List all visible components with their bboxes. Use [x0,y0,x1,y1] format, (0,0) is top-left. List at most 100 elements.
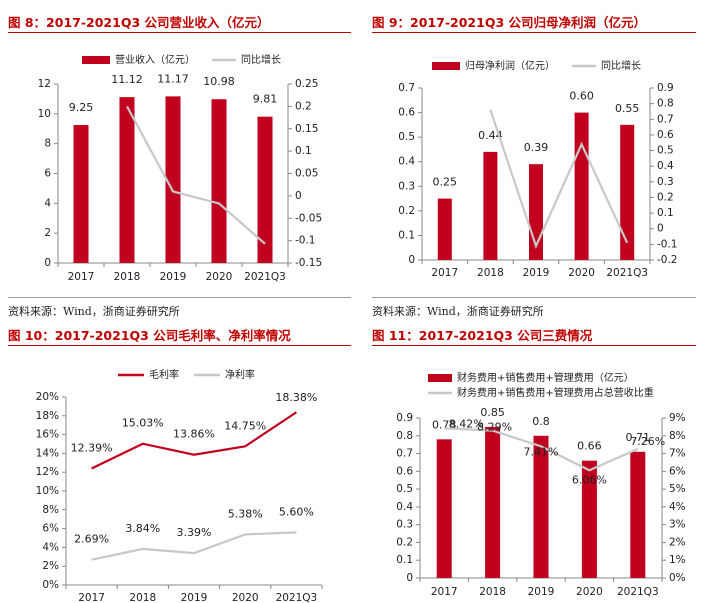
fig8-left-tick-label: 0 [44,257,51,269]
fig8-bar [257,116,273,263]
fig9-left-tick-label: 0.1 [398,229,415,241]
fig8-bar-value-label: 9.25 [69,101,94,114]
fig10-y-tick-label: 2% [42,560,59,572]
fig11-category-label: 2017 [431,586,458,598]
fig8-category-label: 2017 [68,271,95,283]
fig10-category-label: 2019 [181,592,208,603]
fig8-bar-value-label: 11.17 [157,72,189,85]
figure-8-title: 图 8：2017-2021Q3 公司营业收入（亿元） [8,15,270,30]
fig10-y-tick-label: 18% [36,410,59,422]
fig8-bar [165,96,181,264]
fig9-right-tick-label: 0 [657,223,664,235]
fig11-left-tick-label: 0.1 [396,554,413,566]
fig11-left-tick-label: 0.2 [396,536,413,548]
fig9-bar-value-label: 0.60 [569,90,594,103]
fig8-right-tick-label: -0.05 [295,212,322,224]
fig11-right-tick-label: 0% [669,572,686,584]
fig11-left-tick-label: 0.5 [396,483,413,495]
fig9-legend-line-label: 同比增长 [601,59,641,72]
fig10-data-label: 15.03% [122,417,164,430]
fig8-bar [119,97,135,263]
figure-9-bottom-rule [372,297,696,298]
fig10-category-label: 2020 [232,592,259,603]
fig11-bar [581,460,597,578]
fig10-data-label: 13.86% [173,428,215,441]
fig9-bar [483,151,498,260]
fig10-y-tick-label: 16% [36,429,59,441]
fig8-right-tick-label: 0.2 [295,100,312,112]
fig11-bar-value-label: 0.85 [480,406,505,419]
fig8-right-tick-label: 0.05 [295,168,318,180]
fig11-right-tick-label: 7% [669,448,686,460]
fig8-bar-value-label: 10.98 [203,75,235,88]
figure-11-title-rule [372,345,696,346]
figure-9-source: 资料来源：Wind，浙商证券研究所 [372,305,544,318]
fig9-right-tick-label: 0.3 [657,176,674,188]
fig10-legend-label-net: 净利率 [225,368,255,381]
fig8-legend-line-label: 同比增长 [241,53,281,66]
fig9-category-label: 2020 [568,267,595,279]
figure-8-title-rule [8,32,351,33]
fig9-right-tick-label: 0.2 [657,191,674,203]
fig11-legend-bar-swatch [428,374,452,382]
fig9-left-tick-label: 0.4 [398,156,415,168]
fig9-bar [437,198,452,260]
fig9-legend-bar-swatch [432,62,460,70]
fig11-category-label: 2020 [576,586,603,598]
fig11-line-value-label: 8.29% [477,421,512,434]
fig11-bar [436,439,452,578]
fig9-category-label: 2019 [523,267,550,279]
fig9-right-tick-label: 0.5 [657,145,674,157]
fig9-category-label: 2017 [431,267,458,279]
fig10-y-tick-label: 0% [42,579,59,591]
fig11-legend-bar-label: 财务费用+销售费用+管理费用（亿元） [457,371,634,384]
fig8-category-label: 2021Q3 [244,271,286,283]
fig8-left-tick-label: 4 [44,197,51,209]
fig8-bar [73,125,89,263]
figure-10-title: 图 10：2017-2021Q3 公司毛利率、净利率情况 [8,328,291,343]
fig9-right-tick-label: 0.6 [657,129,674,141]
fig9-right-tick-label: -0.2 [657,254,678,266]
fig10-data-label: 14.75% [224,419,266,432]
fig8-left-tick-label: 2 [44,227,51,239]
fig8-bar [211,99,227,263]
fig9-left-tick-label: 0.2 [398,205,415,217]
fig9-right-tick-label: 0.7 [657,113,674,125]
fig9-right-tick-label: 0.1 [657,207,674,219]
fig11-right-tick-label: 6% [669,465,686,477]
fig11-right-tick-label: 9% [669,412,686,424]
fig8-category-label: 2018 [114,271,141,283]
fig9-category-label: 2018 [477,267,504,279]
fig11-category-label: 2018 [479,586,506,598]
fig8-line-series [126,105,266,245]
figure-8-source: 资料来源：Wind，浙商证券研究所 [8,305,180,318]
fig11-right-tick-label: 8% [669,430,686,442]
fig11-left-tick-label: 0.8 [396,430,413,442]
fig8-right-tick-label: 0 [295,190,302,202]
figure-9-title: 图 9：2017-2021Q3 公司归母净利润（亿元） [372,15,646,30]
fig11-bar [485,426,501,578]
fig8-right-tick-label: 0.15 [295,123,318,135]
fig10-y-tick-label: 4% [42,541,59,553]
fig11-left-tick-label: 0.7 [396,448,413,460]
fig8-right-tick-label: -0.15 [295,257,322,269]
fig8-left-tick-label: 12 [38,78,51,90]
fig9-bar-value-label: 0.55 [615,102,640,115]
fig9-bar [620,124,635,260]
fig11-line-value-label: 7.41% [524,445,559,458]
fig9-legend-bar-label: 归母净利润（亿元） [465,59,555,72]
fig10-data-label: 3.84% [125,522,160,535]
fig11-left-tick-label: 0.9 [396,412,413,424]
fig10-data-label: 18.38% [275,391,317,404]
fig8-category-label: 2020 [206,271,233,283]
fig10-y-tick-label: 8% [42,504,59,516]
figure-9-title-rule [372,32,696,33]
fig11-right-tick-label: 1% [669,554,686,566]
fig9-line-series [489,109,629,249]
fig8-bar-value-label: 9.81 [253,93,278,106]
fig11-left-tick-label: 0.4 [396,501,413,513]
figure-10-title-rule [8,345,351,346]
fig10-data-label: 5.60% [279,505,314,518]
fig8-legend-bar-label: 营业收入（亿元） [115,53,195,66]
